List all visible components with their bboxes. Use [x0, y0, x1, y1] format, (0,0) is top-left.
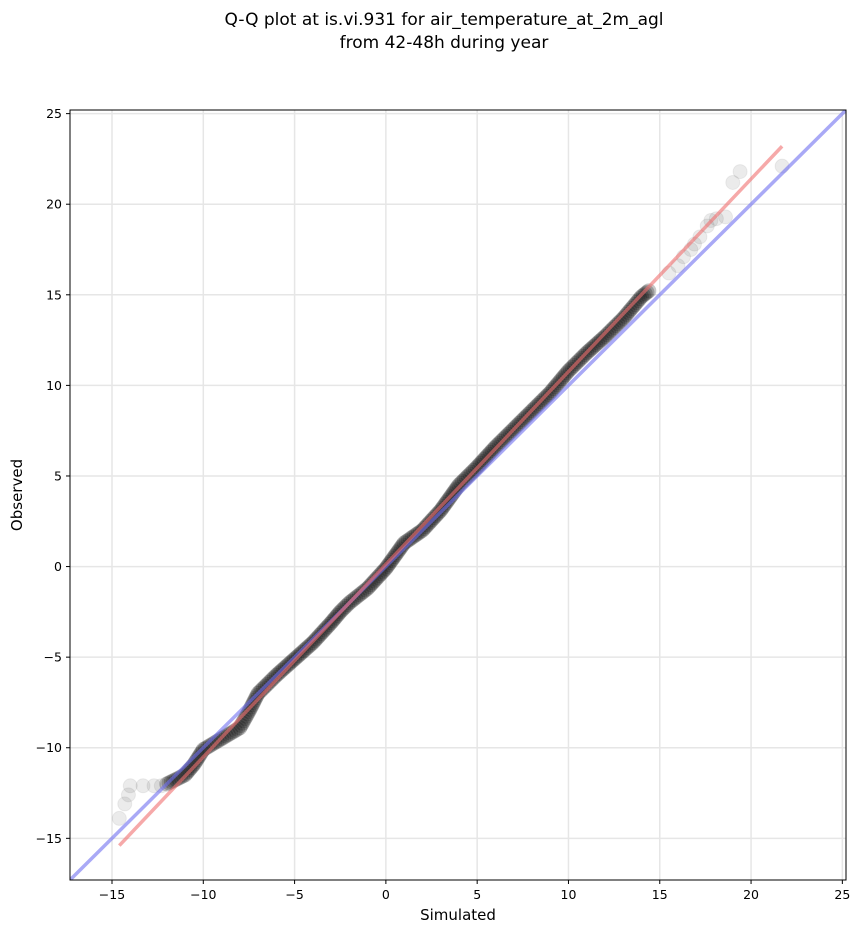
x-tick-label: −10 — [190, 887, 216, 902]
outlier-point — [135, 778, 151, 794]
qq-point — [637, 286, 653, 302]
qq-point — [601, 325, 617, 341]
qq-point — [366, 573, 382, 589]
qq-point — [606, 319, 622, 335]
qq-point — [593, 332, 609, 348]
chart-title-line-2: from 42-48h during year — [340, 33, 549, 53]
y-tick-label: 25 — [46, 106, 62, 121]
qq-point — [620, 304, 636, 320]
qq-point — [597, 328, 613, 344]
qq-point — [641, 283, 657, 299]
outlier-point — [732, 164, 748, 180]
qq-point — [608, 318, 624, 334]
y-tick-label: 5 — [54, 468, 62, 483]
x-axis-label: Simulated — [420, 906, 496, 924]
qq-point — [365, 575, 381, 591]
y-tick-label: 20 — [46, 197, 62, 212]
x-tick-label: −15 — [99, 887, 125, 902]
qq-point — [610, 316, 626, 332]
x-tick-label: 20 — [743, 887, 759, 902]
identity-line — [70, 110, 846, 880]
x-tick-label: 0 — [382, 887, 390, 902]
outlier-point — [117, 796, 133, 812]
y-tick-label: 15 — [46, 287, 62, 302]
qq-point — [625, 298, 641, 314]
qq-point — [599, 327, 615, 343]
qq-point — [613, 312, 629, 328]
qq-point — [612, 314, 628, 330]
qq-point — [360, 580, 376, 596]
y-tick-label: −5 — [44, 650, 62, 665]
y-tick-label: 0 — [54, 559, 62, 574]
outlier-point — [708, 211, 724, 227]
outlier-point — [153, 778, 169, 794]
qq-point — [370, 569, 386, 585]
qq-point — [363, 577, 379, 593]
y-tick-label: 10 — [46, 378, 62, 393]
qq-point — [435, 498, 451, 514]
qq-point — [622, 302, 638, 318]
qq-point — [361, 578, 377, 594]
qq-point — [368, 571, 384, 587]
ticks: −15 −10 −5 0 5 10 15 20 25 −15 −10 −5 0 5 10 15 20 25 — [36, 106, 851, 902]
qq-point — [639, 284, 655, 300]
qq-point — [615, 310, 631, 326]
outlier-point — [725, 174, 741, 190]
outlier-point — [692, 229, 708, 245]
outlier-point — [146, 778, 162, 794]
qq-point — [238, 708, 254, 724]
y-tick-label: −10 — [36, 740, 62, 755]
qq-point — [356, 584, 372, 600]
x-tick-label: 15 — [652, 887, 668, 902]
qq-point — [220, 727, 236, 743]
qq-point — [604, 321, 620, 337]
x-tick-label: 5 — [473, 887, 481, 902]
qq-point — [619, 306, 635, 322]
chart-title-line-1: Q-Q plot at is.vi.931 for air_temperatur… — [224, 10, 663, 30]
outlier-point — [111, 810, 127, 826]
x-tick-label: 25 — [834, 887, 850, 902]
fit-line — [118, 145, 784, 847]
qq-point — [358, 582, 374, 598]
outlier-point — [120, 787, 136, 803]
grid — [70, 110, 846, 880]
y-tick-label: −15 — [36, 831, 62, 846]
outlier-point — [717, 209, 733, 225]
qq-point — [218, 728, 234, 744]
qq-point — [190, 750, 206, 766]
plot-frame — [69, 109, 847, 881]
y-axis-label: Observed — [8, 459, 26, 531]
qq-point — [617, 308, 633, 324]
qq-point — [624, 300, 640, 316]
outlier-point — [122, 778, 138, 794]
qq-point — [595, 330, 611, 346]
qq-point — [602, 323, 618, 339]
qq-point — [240, 706, 256, 722]
x-tick-label: −5 — [285, 887, 303, 902]
x-tick-label: 10 — [561, 887, 577, 902]
qq-point — [202, 737, 218, 753]
data-layer — [70, 110, 846, 880]
qq-point — [627, 297, 643, 313]
